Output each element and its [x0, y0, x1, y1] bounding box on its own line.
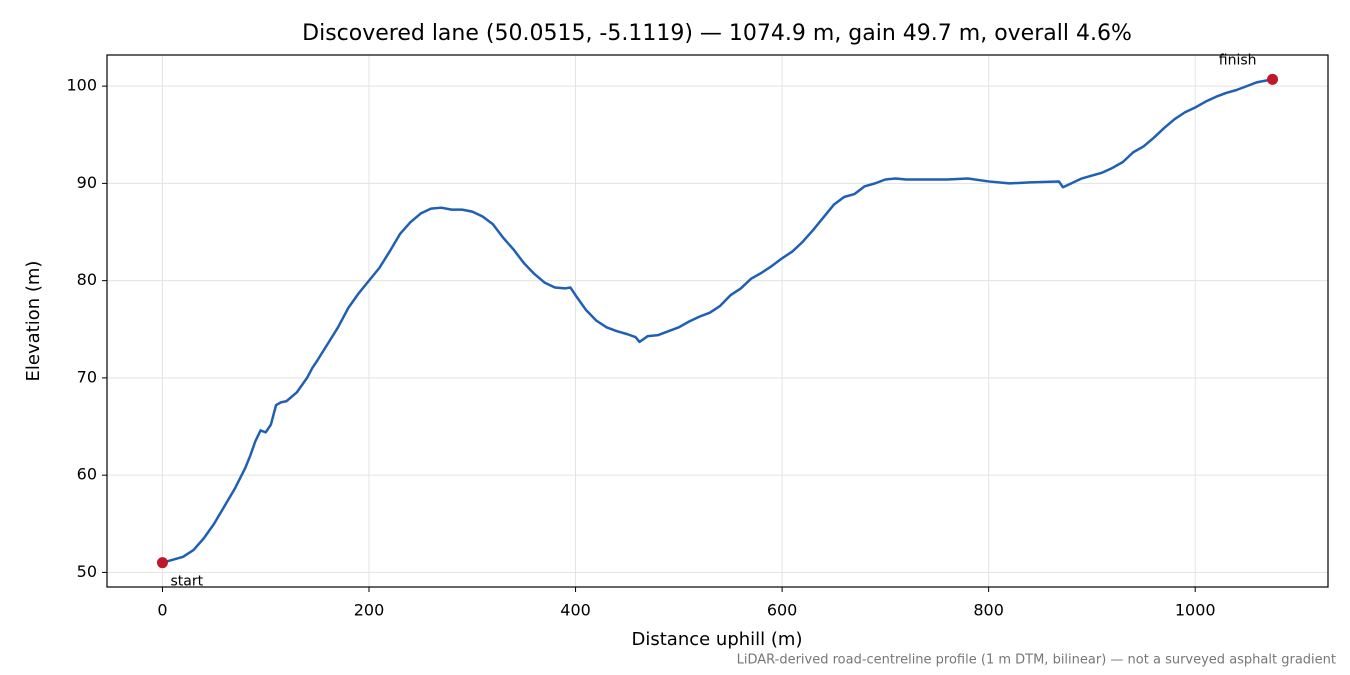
- y-axis-label: Elevation (m): [23, 261, 44, 382]
- endpoint-label: finish: [1219, 52, 1257, 68]
- y-tick-label: 90: [77, 173, 97, 192]
- footnote: LiDAR-derived road-centreline profile (1…: [737, 653, 1336, 668]
- endpoint-marker: [1267, 73, 1279, 85]
- x-tick-label: 200: [354, 601, 385, 620]
- plot-frame: [106, 54, 1329, 588]
- elevation-line: [162, 78, 1273, 564]
- endpoint-marker: [156, 557, 168, 569]
- x-tick-label: 1000: [1175, 601, 1216, 620]
- endpoint-label: start: [170, 574, 203, 590]
- y-tick-label: 80: [77, 270, 97, 289]
- x-tick-label: 600: [767, 601, 798, 620]
- x-tick-label: 800: [973, 601, 1004, 620]
- x-axis-label: Distance uphill (m): [632, 629, 803, 650]
- y-tick-label: 50: [77, 562, 97, 581]
- x-tick-label: 0: [157, 601, 167, 620]
- x-tick-label: 400: [560, 601, 591, 620]
- chart-title: Discovered lane (50.0515, -5.1119) — 107…: [302, 21, 1132, 46]
- y-tick-label: 60: [77, 465, 97, 484]
- y-tick-label: 70: [77, 367, 97, 386]
- y-tick-label: 100: [66, 76, 97, 95]
